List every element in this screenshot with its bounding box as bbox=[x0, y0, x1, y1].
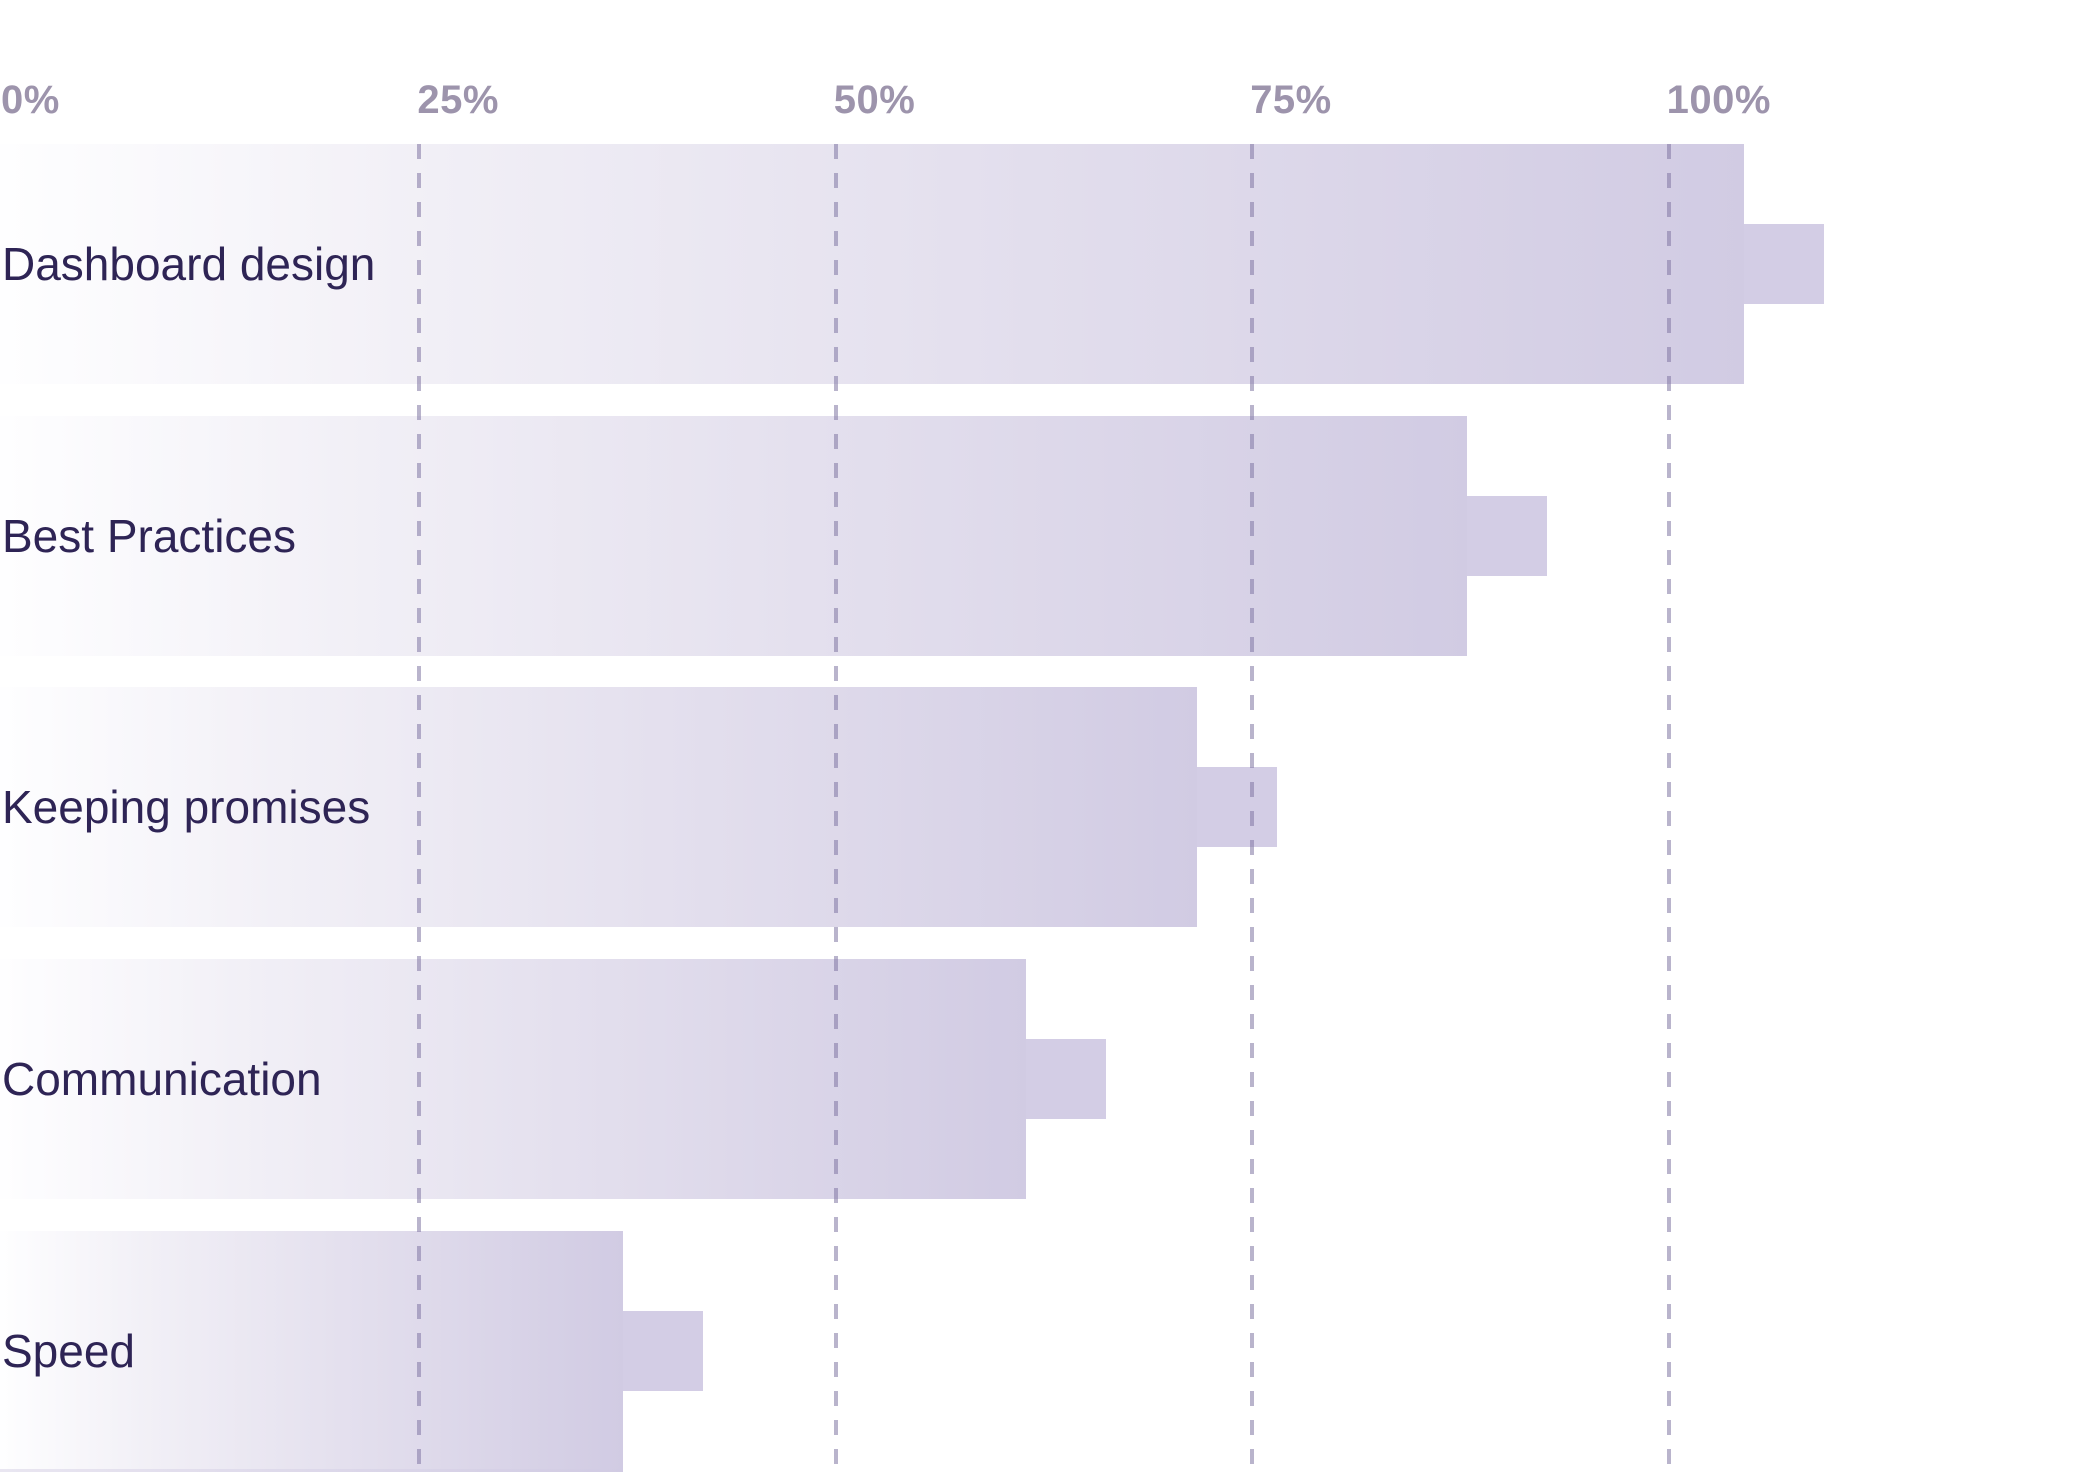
category-label: Speed bbox=[2, 1325, 136, 1377]
gridline bbox=[1666, 144, 1671, 1472]
bar-end-marker bbox=[1467, 496, 1547, 576]
x-axis-tick-label: 100% bbox=[1666, 78, 1771, 122]
gridline bbox=[417, 144, 422, 1472]
bar bbox=[0, 959, 1026, 1199]
x-axis-tick-label: 0% bbox=[1, 78, 60, 122]
x-axis-tick-label: 75% bbox=[1250, 78, 1332, 122]
category-label: Communication bbox=[2, 1053, 322, 1105]
bar-end-marker bbox=[1197, 767, 1277, 847]
bar-row: Communication bbox=[0, 959, 1106, 1199]
category-label: Best Practices bbox=[2, 510, 296, 562]
bar bbox=[0, 687, 1197, 927]
bar-end-marker bbox=[1744, 224, 1824, 304]
category-label: Keeping promises bbox=[2, 781, 371, 833]
category-label: Dashboard design bbox=[2, 238, 376, 290]
bar-end-marker bbox=[1026, 1039, 1106, 1119]
bar bbox=[0, 416, 1467, 656]
x-axis-tick-label: 25% bbox=[417, 78, 499, 122]
gridline bbox=[833, 144, 838, 1472]
bar bbox=[0, 1231, 623, 1471]
partial-next-bar bbox=[0, 1469, 623, 1472]
bar-row: Speed bbox=[0, 1231, 703, 1471]
bar-end-marker bbox=[623, 1311, 703, 1391]
x-axis-tick-label: 50% bbox=[833, 78, 916, 122]
bar-row: Best Practices bbox=[0, 416, 1547, 656]
bar bbox=[0, 144, 1744, 384]
gridline bbox=[1250, 144, 1255, 1472]
bar-row: Keeping promises bbox=[0, 687, 1277, 927]
bar-row: Dashboard design bbox=[0, 144, 1824, 384]
